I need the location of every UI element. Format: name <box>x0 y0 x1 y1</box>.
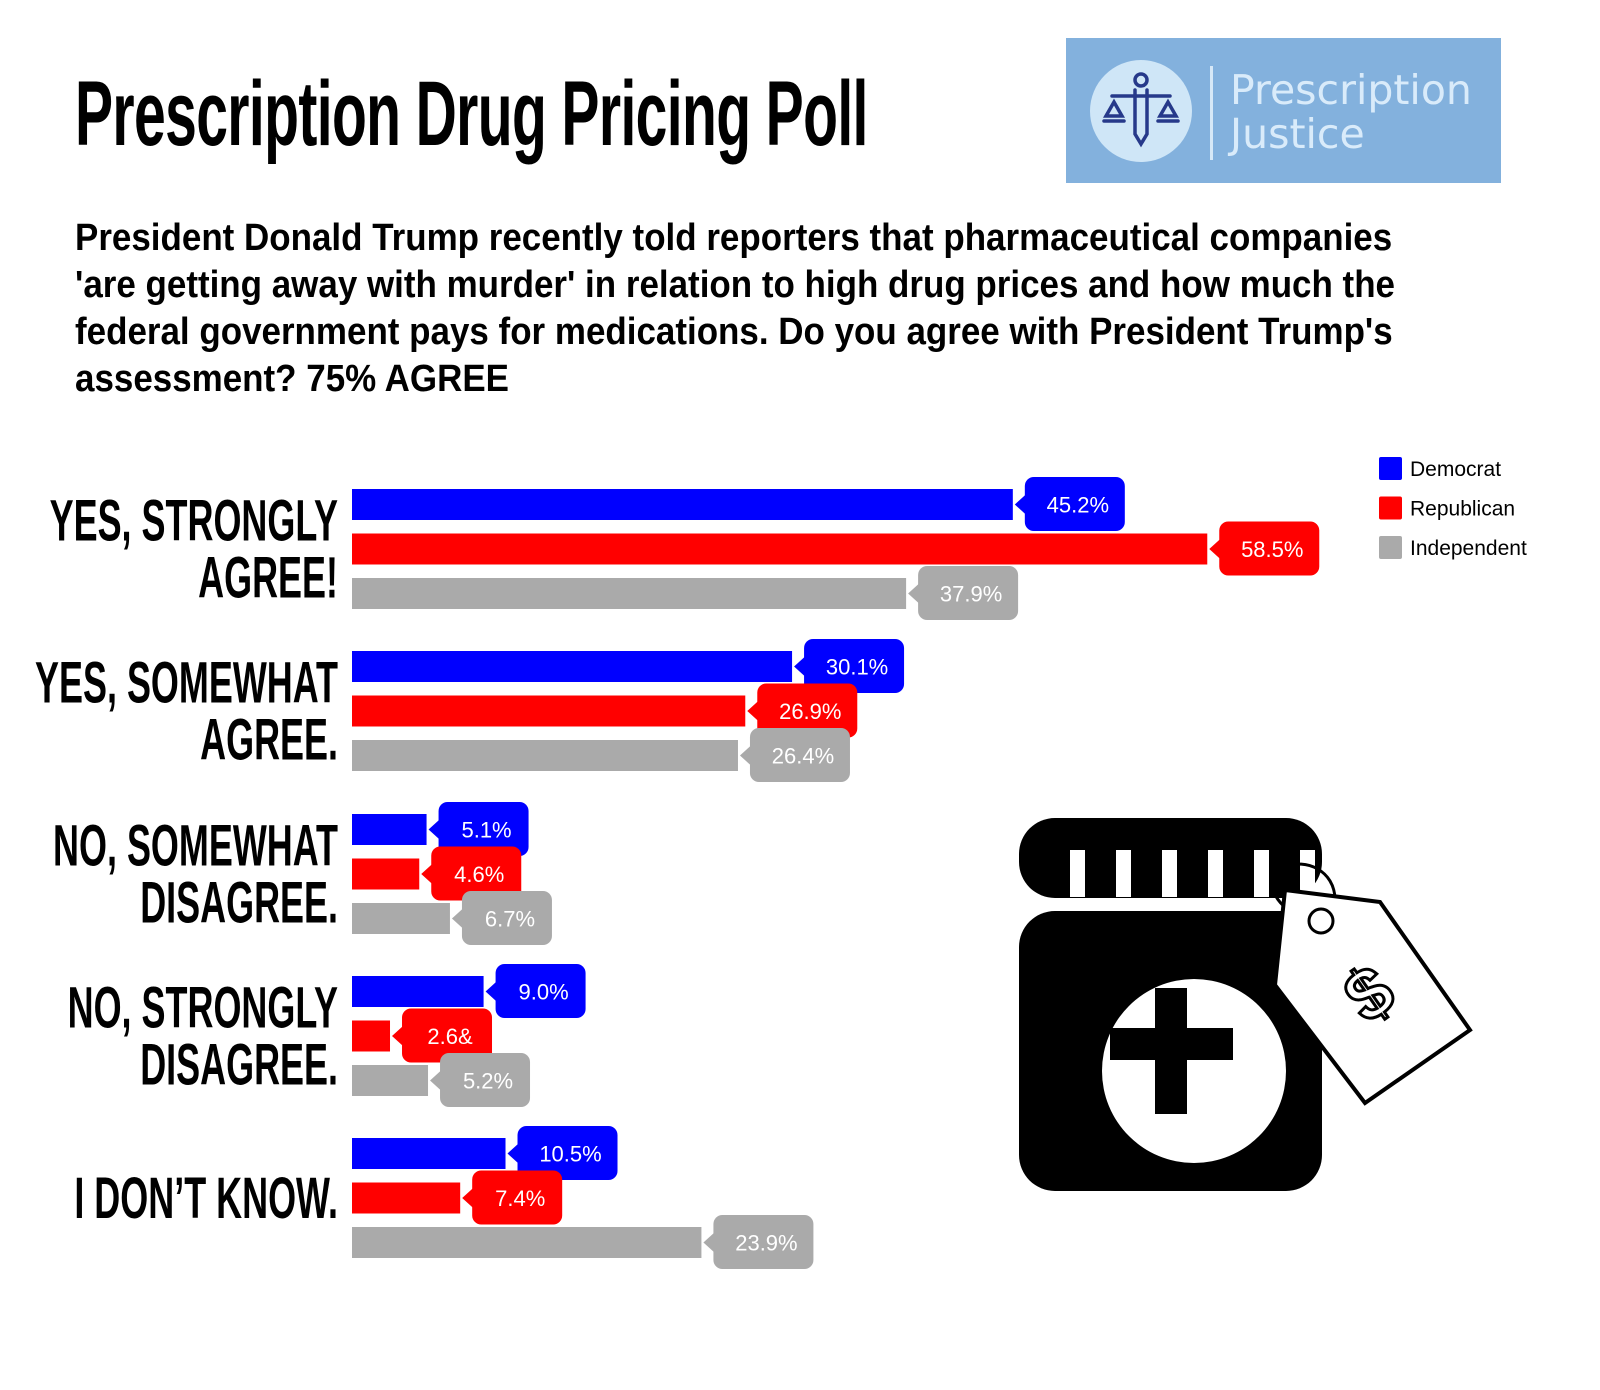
callout-pointer <box>392 1026 404 1046</box>
bar-republican <box>352 1020 391 1052</box>
legend-swatch-independent <box>1379 536 1402 559</box>
data-label: 30.1% <box>826 655 888 680</box>
callout-pointer <box>703 1232 715 1253</box>
value-callout <box>440 1053 531 1107</box>
data-label: 26.4% <box>772 744 834 769</box>
callout-pointer <box>430 1070 442 1091</box>
category-label: YES, STRONGLY <box>50 489 338 554</box>
legend: Democrat Republican Independent <box>1379 457 1527 560</box>
data-label: 5.1% <box>461 818 511 843</box>
value-callout <box>472 1170 563 1225</box>
callout-pointer <box>451 908 463 929</box>
data-label: 37.9% <box>940 582 1002 607</box>
logo-text: Prescription Justice <box>1230 68 1472 156</box>
callout-pointer <box>462 1188 474 1208</box>
bar-democrat <box>352 651 793 682</box>
value-callout <box>431 846 522 901</box>
callout-pointer <box>908 583 920 604</box>
bar-independent <box>352 903 450 934</box>
bar-democrat <box>352 814 427 845</box>
bar-independent <box>352 740 738 771</box>
value-callout <box>1024 477 1125 531</box>
callout-pointer <box>747 701 759 721</box>
page-title: Prescription Drug Pricing Poll <box>75 63 868 165</box>
logo-divider <box>1210 66 1213 160</box>
value-callout <box>804 639 905 693</box>
value-callout <box>402 1008 493 1063</box>
logo-text-line2: Justice <box>1230 110 1365 158</box>
callout-pointer <box>428 819 440 840</box>
category-label: AGREE! <box>198 546 338 611</box>
bar-republican <box>352 695 746 727</box>
value-callout <box>495 964 586 1018</box>
data-label: 6.7% <box>485 907 535 932</box>
data-label: 9.0% <box>519 980 569 1005</box>
legend-swatch-republican <box>1379 496 1402 520</box>
bar-democrat <box>352 976 484 1007</box>
callout-pointer <box>1014 494 1026 515</box>
data-label: 7.4% <box>495 1186 545 1211</box>
bar-republican <box>352 533 1208 565</box>
category-label: AGREE. <box>200 708 338 773</box>
value-callout <box>438 802 529 856</box>
bar-republican <box>352 1182 461 1214</box>
callout-pointer <box>485 981 497 1002</box>
value-callout <box>713 1215 814 1269</box>
category-label: NO, STRONGLY <box>68 976 338 1041</box>
bar-democrat <box>352 489 1013 520</box>
data-label: 10.5% <box>539 1142 601 1167</box>
callout-pointer <box>421 864 433 884</box>
poll-question: President Donald Trump recently told rep… <box>75 217 1395 400</box>
data-label: 4.6% <box>454 862 504 887</box>
category-label: YES, SOMEWHAT <box>35 651 338 716</box>
data-label: 5.2% <box>463 1069 513 1094</box>
legend-swatch-democrat <box>1379 457 1402 480</box>
bars: 45.2% 58.5% 37.9% 30.1% 26.9% 26.4% 5.1% 4.6% 6.… <box>352 477 1320 1269</box>
value-callout <box>1219 521 1320 576</box>
category-label: DISAGREE. <box>140 871 338 936</box>
data-label: 23.9% <box>735 1231 797 1256</box>
logo-text-line1: Prescription <box>1230 66 1472 114</box>
value-callout <box>749 728 850 782</box>
bar-independent <box>352 578 907 609</box>
callout-pointer <box>794 656 806 677</box>
category-label: NO, SOMEWHAT <box>53 814 338 879</box>
bar-republican <box>352 858 420 890</box>
data-label: 2.6& <box>427 1024 473 1049</box>
value-callout <box>918 566 1019 620</box>
callout-pointer <box>507 1143 519 1164</box>
prescription-justice-logo: Prescription Justice <box>1066 38 1501 183</box>
legend-label: Democrat <box>1410 458 1501 481</box>
data-label: 45.2% <box>1047 493 1109 518</box>
data-label: 26.9% <box>779 699 841 724</box>
category-label: I DON’T KNOW. <box>74 1166 338 1231</box>
category-label: DISAGREE. <box>140 1033 338 1098</box>
legend-label: Republican <box>1410 498 1515 521</box>
callout-pointer <box>739 745 751 766</box>
bar-independent <box>352 1065 429 1096</box>
legend-label: Independent <box>1410 537 1527 560</box>
data-label: 58.5% <box>1241 537 1303 562</box>
value-callout <box>461 891 552 945</box>
scales-of-justice-icon <box>1090 60 1192 162</box>
value-callout <box>517 1126 618 1180</box>
bar-democrat <box>352 1138 506 1169</box>
medicine-jar-with-price-tag-icon: $ <box>1019 818 1473 1191</box>
value-callout <box>757 683 858 738</box>
callout-pointer <box>1209 539 1221 559</box>
bar-independent <box>352 1227 702 1258</box>
